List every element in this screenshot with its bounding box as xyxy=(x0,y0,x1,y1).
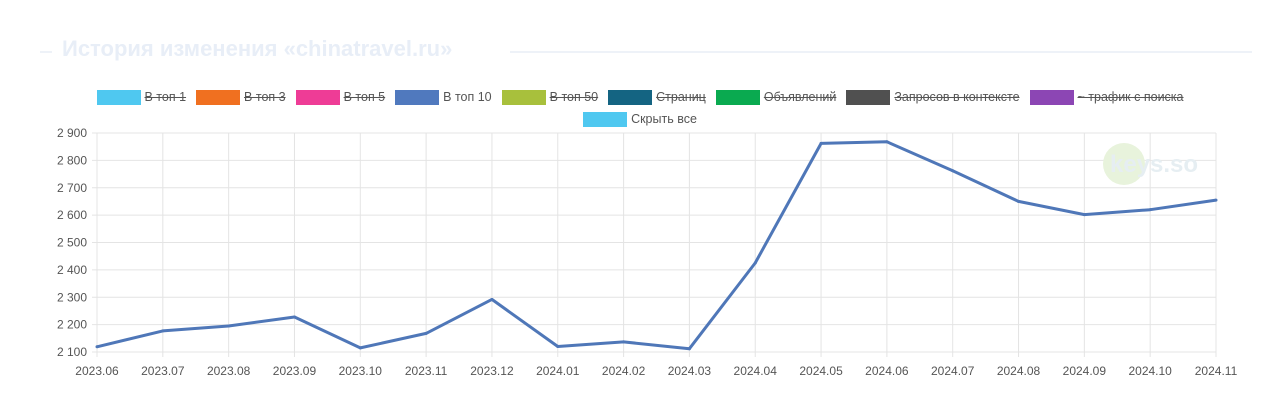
chart-grid xyxy=(92,132,1217,357)
legend-row: Скрыть все xyxy=(0,108,1280,130)
legend-label: Объявлений xyxy=(763,90,837,104)
y-tick-label: 2 600 xyxy=(57,208,87,222)
legend-item[interactable]: В топ 50 xyxy=(501,86,599,108)
y-tick-label: 2 700 xyxy=(57,181,87,195)
x-tick-label: 2024.02 xyxy=(602,364,646,378)
data-point[interactable] xyxy=(687,347,691,351)
section-header: История изменения «chinatravel.ru» xyxy=(40,36,1252,64)
x-tick-label: 2024.09 xyxy=(1063,364,1107,378)
x-tick-label: 2024.11 xyxy=(1195,364,1238,378)
y-tick-label: 2 500 xyxy=(57,236,87,250)
hide-all-button[interactable]: Скрыть все xyxy=(583,108,697,130)
legend-item[interactable]: В топ 10 xyxy=(395,86,492,108)
chart-legend: В топ 1 В топ 3 В топ 5 В топ 10 В топ 50 Стр… xyxy=(0,86,1280,130)
legend-item[interactable]: В топ 5 xyxy=(295,86,386,108)
x-tick-label: 2024.07 xyxy=(931,364,975,378)
data-point[interactable] xyxy=(885,140,889,144)
legend-swatch xyxy=(395,89,440,105)
x-tick-label: 2023.10 xyxy=(339,364,383,378)
legend-item[interactable]: В топ 1 xyxy=(96,86,187,108)
legend-item[interactable]: ~ трафик с поиска xyxy=(1029,86,1184,108)
header-rule-left xyxy=(40,51,52,53)
legend-label: Запросов в контексте xyxy=(894,90,1020,104)
header-rule-right xyxy=(510,51,1252,53)
data-point[interactable] xyxy=(622,340,626,344)
hide-all-label: Скрыть все xyxy=(631,112,697,126)
y-tick-label: 2 900 xyxy=(57,126,87,140)
y-tick-label: 2 800 xyxy=(57,153,87,167)
legend-item[interactable]: Запросов в контексте xyxy=(846,86,1020,108)
hide-all-swatch xyxy=(583,111,628,127)
legend-swatch xyxy=(846,89,891,105)
data-point[interactable] xyxy=(161,329,165,333)
y-tick-label: 2 200 xyxy=(57,318,87,332)
page-title: История изменения «chinatravel.ru» xyxy=(62,36,453,61)
legend-item[interactable]: В топ 3 xyxy=(196,86,286,108)
legend-swatch xyxy=(501,89,546,105)
legend-label: ~ трафик с поиска xyxy=(1077,90,1184,104)
x-tick-label: 2023.08 xyxy=(207,364,251,378)
watermark: keys.so xyxy=(1103,143,1198,185)
x-tick-label: 2023.09 xyxy=(273,364,317,378)
x-tick-label: 2024.06 xyxy=(865,364,909,378)
legend-label: В топ 10 xyxy=(443,90,492,104)
data-point[interactable] xyxy=(424,331,428,335)
legend-label: В топ 5 xyxy=(343,90,386,104)
y-axis: 2 100 2 200 2 300 2 400 2 500 2 600 2 700 2 800… xyxy=(57,126,87,359)
series-layer xyxy=(95,140,1218,351)
data-point[interactable] xyxy=(1017,199,1021,203)
legend-label: В топ 50 xyxy=(549,90,599,104)
x-tick-label: 2024.01 xyxy=(536,364,580,378)
x-tick-label: 2023.07 xyxy=(141,364,185,378)
watermark-text: keys.so xyxy=(1110,151,1198,178)
y-tick-label: 2 100 xyxy=(57,345,87,359)
legend-swatch xyxy=(608,89,653,105)
legend-label: В топ 3 xyxy=(244,90,286,104)
data-point[interactable] xyxy=(1214,198,1218,202)
legend-swatch xyxy=(1029,89,1074,105)
legend-row: В топ 1 В топ 3 В топ 5 В топ 10 В топ 50 Стр… xyxy=(0,86,1280,108)
x-tick-label: 2024.10 xyxy=(1128,364,1172,378)
data-point[interactable] xyxy=(358,346,362,350)
legend-swatch xyxy=(196,89,241,105)
x-tick-label: 2024.04 xyxy=(734,364,778,378)
data-point[interactable] xyxy=(753,261,757,265)
data-point[interactable] xyxy=(490,297,494,301)
x-tick-label: 2024.08 xyxy=(997,364,1041,378)
y-tick-label: 2 400 xyxy=(57,263,87,277)
data-point[interactable] xyxy=(556,345,560,349)
data-point[interactable] xyxy=(819,141,823,145)
x-tick-label: 2024.05 xyxy=(799,364,843,378)
legend-swatch xyxy=(295,89,340,105)
legend-swatch xyxy=(96,89,141,105)
y-tick-label: 2 300 xyxy=(57,290,87,304)
legend-item[interactable]: Страниц xyxy=(608,86,706,108)
data-point[interactable] xyxy=(292,315,296,319)
legend-swatch xyxy=(715,89,760,105)
data-point[interactable] xyxy=(95,345,99,349)
legend-label: Страниц xyxy=(656,90,706,104)
x-tick-label: 2023.06 xyxy=(75,364,119,378)
x-tick-label: 2023.12 xyxy=(470,364,514,378)
data-point[interactable] xyxy=(227,324,231,328)
legend-item[interactable]: Объявлений xyxy=(715,86,837,108)
data-point[interactable] xyxy=(951,169,955,173)
legend-label: В топ 1 xyxy=(144,90,187,104)
x-tick-label: 2024.03 xyxy=(668,364,712,378)
data-point[interactable] xyxy=(1082,213,1086,217)
data-point[interactable] xyxy=(1148,208,1152,212)
x-axis: 2023.06 2023.07 2023.08 2023.09 2023.10 2023.… xyxy=(75,364,1237,378)
series-line[interactable] xyxy=(96,140,1217,351)
x-tick-label: 2023.11 xyxy=(405,364,448,378)
